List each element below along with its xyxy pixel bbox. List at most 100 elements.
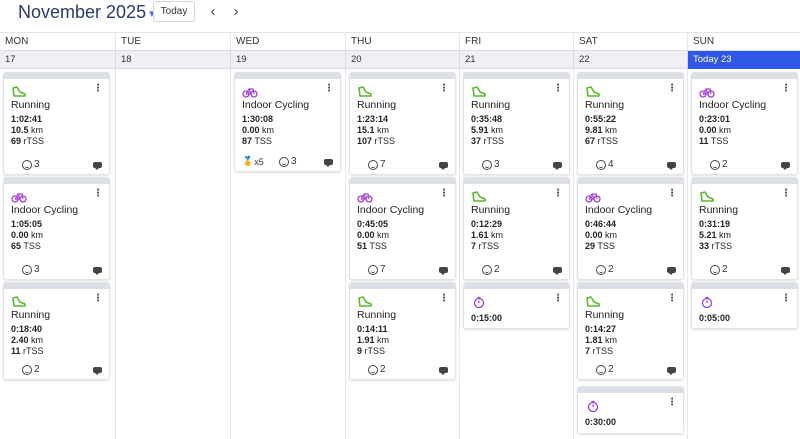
workout-distance: 15.1 km [357, 125, 390, 135]
more-options-icon[interactable]: ⋮ [439, 83, 449, 94]
feel-rating[interactable]: 2 [596, 264, 614, 275]
card-header-band [350, 73, 455, 79]
comment-icon[interactable] [324, 157, 333, 167]
workout-card[interactable]: ⋮ Running 0:14:27 1.81 km 7 rTSS 2 [577, 282, 684, 380]
feel-rating[interactable]: 2 [482, 264, 500, 275]
workout-card[interactable]: ⋮ 0:05:00 [691, 282, 798, 329]
shoe-icon [471, 85, 487, 97]
more-options-icon[interactable]: ⋮ [667, 188, 677, 199]
workout-sport: Running [471, 99, 511, 111]
next-week-button[interactable]: › [233, 2, 239, 20]
more-options-icon[interactable]: ⋮ [781, 83, 791, 94]
date-cell[interactable]: 22 [573, 51, 687, 69]
workout-card[interactable]: ⋮ Running 0:31:19 5.21 km 33 rTSS 2 [691, 177, 798, 280]
prev-week-button[interactable]: ‹ [210, 2, 216, 20]
workout-card[interactable]: ⋮ Indoor Cycling 0:46:44 0.00 km 29 TSS 2 [577, 177, 684, 280]
workout-card[interactable]: ⋮ Indoor Cycling 0:23:01 0.00 km 11 TSS 2 [691, 72, 798, 175]
day-column-fri[interactable]: ⋮ Running 0:35:48 5.91 km 37 rTSS 3 ⋮ Running 0:… [459, 69, 573, 439]
comment-icon[interactable] [439, 265, 448, 275]
card-footer: 4 [578, 158, 683, 170]
date-cell[interactable]: 18 [115, 51, 230, 69]
more-options-icon[interactable]: ⋮ [553, 188, 563, 199]
more-options-icon[interactable]: ⋮ [93, 83, 103, 94]
workout-sport: Running [357, 99, 397, 111]
workout-distance: 2.40 km [11, 335, 44, 345]
workout-distance: 0.00 km [357, 230, 390, 240]
day-column-sat[interactable]: ⋮ Running 0:55:22 9.81 km 67 rTSS 4 ⋮ Indoor Cy… [573, 69, 687, 439]
day-column-tue[interactable] [115, 69, 230, 439]
comment-icon[interactable] [667, 160, 676, 170]
comment-icon[interactable] [93, 265, 102, 275]
more-options-icon[interactable]: ⋮ [93, 293, 103, 304]
day-column-thu[interactable]: ⋮ Running 1:23:14 15.1 km 107 rTSS 7 ⋮ Indoor C… [345, 69, 459, 439]
workout-card[interactable]: ⋮ Running 0:12:29 1.61 km 7 rTSS 2 [463, 177, 570, 280]
more-options-icon[interactable]: ⋮ [781, 188, 791, 199]
comment-icon[interactable] [439, 160, 448, 170]
more-options-icon[interactable]: ⋮ [553, 83, 563, 94]
day-column-sun[interactable]: ⋮ Indoor Cycling 0:23:01 0.00 km 11 TSS 2 ⋮ Run… [687, 69, 800, 439]
feel-rating[interactable]: 7 [368, 264, 386, 275]
comment-icon[interactable] [439, 365, 448, 375]
feel-rating[interactable]: 2 [368, 364, 386, 375]
workout-card[interactable]: ⋮ 0:30:00 [577, 386, 684, 434]
day-column-mon[interactable]: ⋮ Running 1:02:41 10.5 km 69 rTSS 3 ⋮ Indoor Cy… [0, 69, 115, 439]
feel-rating[interactable]: 4 [596, 159, 614, 170]
date-cell[interactable]: 21 [459, 51, 573, 69]
date-cell-today[interactable]: Today 23 [687, 51, 800, 69]
more-options-icon[interactable]: ⋮ [667, 397, 677, 408]
comment-icon[interactable] [93, 160, 102, 170]
comment-icon[interactable] [781, 265, 790, 275]
workout-load: 11 TSS [699, 136, 729, 146]
workout-card[interactable]: ⋮ Running 0:18:40 2.40 km 11 rTSS 2 [3, 282, 110, 380]
feel-rating[interactable]: 3 [22, 159, 40, 170]
today-button[interactable]: Today [153, 1, 195, 22]
smiley-icon [710, 159, 720, 170]
more-options-icon[interactable]: ⋮ [667, 293, 677, 304]
day-column-wed[interactable]: ⋮ Indoor Cycling 1:30:08 0.00 km 87 TSS 🏅 x5 3 [230, 69, 345, 439]
feel-rating[interactable]: 2 [22, 364, 40, 375]
workout-card[interactable]: ⋮ 0:15:00 [463, 282, 570, 329]
timer-icon [471, 295, 487, 309]
feel-rating[interactable]: 2 [596, 364, 614, 375]
shoe-icon [11, 85, 27, 97]
workout-card[interactable]: ⋮ Indoor Cycling 0:45:05 0.00 km 51 TSS 7 [349, 177, 456, 280]
workout-card[interactable]: ⋮ Running 1:02:41 10.5 km 69 rTSS 3 [3, 72, 110, 175]
feel-rating[interactable]: 2 [710, 159, 728, 170]
feel-rating[interactable]: 3 [22, 264, 40, 275]
more-options-icon[interactable]: ⋮ [324, 83, 334, 94]
more-options-icon[interactable]: ⋮ [781, 293, 791, 304]
workout-stats: 0:18:40 2.40 km 11 rTSS [11, 324, 44, 357]
comment-icon[interactable] [781, 160, 790, 170]
workout-distance: 1.91 km [357, 335, 390, 345]
smiley-icon [482, 264, 492, 275]
more-options-icon[interactable]: ⋮ [439, 188, 449, 199]
card-footer: 2 [4, 363, 109, 375]
more-options-icon[interactable]: ⋮ [439, 293, 449, 304]
more-options-icon[interactable]: ⋮ [553, 293, 563, 304]
feel-rating[interactable]: 7 [368, 159, 386, 170]
comment-icon[interactable] [93, 365, 102, 375]
feel-rating[interactable]: 3 [279, 156, 297, 167]
workout-card[interactable]: ⋮ Running 0:14:11 1.91 km 9 rTSS 2 [349, 282, 456, 380]
date-cell[interactable]: 19 [230, 51, 345, 69]
workout-card[interactable]: ⋮ Indoor Cycling 1:30:08 0.00 km 87 TSS 🏅 x5 3 [234, 72, 341, 172]
workout-stats: 1:05:05 0.00 km 65 TSS [11, 219, 43, 252]
feel-rating[interactable]: 2 [710, 264, 728, 275]
comment-icon[interactable] [667, 365, 676, 375]
comment-icon[interactable] [667, 265, 676, 275]
comment-icon[interactable] [553, 265, 562, 275]
workout-card[interactable]: ⋮ Running 1:23:14 15.1 km 107 rTSS 7 [349, 72, 456, 175]
shoe-icon [11, 295, 27, 307]
weekday-header-row: MON TUE WED THU FRI SAT SUN [0, 32, 800, 51]
date-cell[interactable]: 17 [5, 54, 16, 65]
more-options-icon[interactable]: ⋮ [93, 188, 103, 199]
comment-icon[interactable] [553, 160, 562, 170]
workout-card[interactable]: ⋮ Indoor Cycling 1:05:05 0.00 km 65 TSS 3 [3, 177, 110, 280]
month-selector[interactable]: November 2025 ▾ [18, 0, 155, 24]
workout-card[interactable]: ⋮ Running 0:35:48 5.91 km 37 rTSS 3 [463, 72, 570, 175]
feel-rating[interactable]: 3 [482, 159, 500, 170]
smiley-icon [368, 364, 378, 375]
date-cell[interactable]: 20 [345, 51, 459, 69]
more-options-icon[interactable]: ⋮ [667, 83, 677, 94]
workout-card[interactable]: ⋮ Running 0:55:22 9.81 km 67 rTSS 4 [577, 72, 684, 175]
